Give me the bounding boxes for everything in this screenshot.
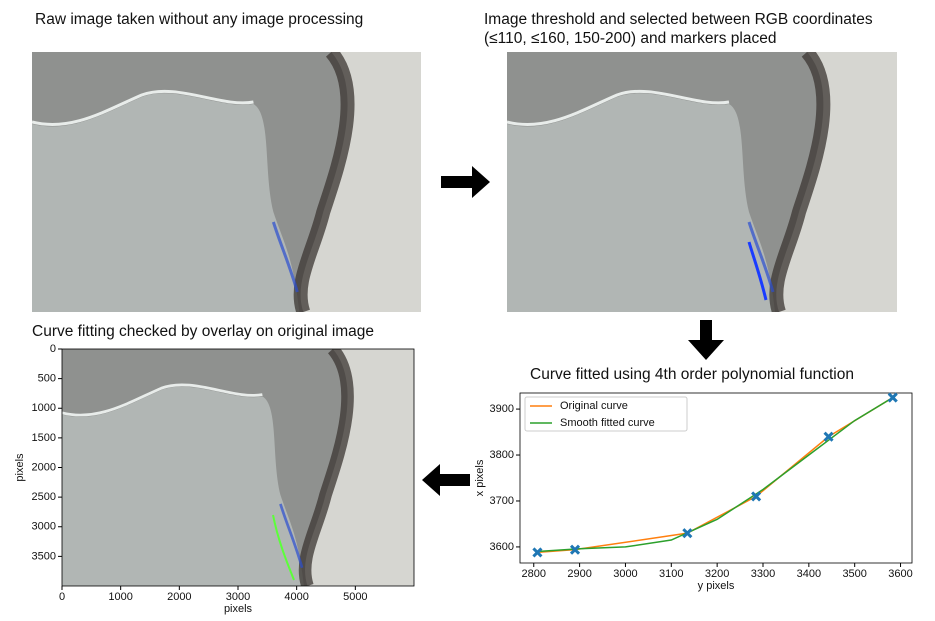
raw-panel: Raw image taken without any image proces… bbox=[32, 11, 421, 312]
panel-title: Image threshold and selected between RGB… bbox=[484, 11, 873, 28]
overlay-image bbox=[62, 349, 414, 586]
x-tick-label: 2000 bbox=[167, 591, 191, 603]
y-tick-label: 500 bbox=[38, 373, 56, 385]
threshold-panel: Image threshold and selected between RGB… bbox=[484, 11, 897, 312]
x-tick-label: 3200 bbox=[705, 568, 729, 580]
x-tick-label: 2900 bbox=[567, 568, 591, 580]
x-tick-label: 3400 bbox=[797, 568, 821, 580]
y-tick-label: 2000 bbox=[32, 461, 56, 473]
threshold-image bbox=[507, 52, 897, 312]
x-tick-label: 3300 bbox=[751, 568, 775, 580]
x-tick-label: 3000 bbox=[226, 591, 250, 603]
arrow-left bbox=[422, 464, 470, 496]
panel-title: Curve fitted using 4th order polynomial … bbox=[530, 366, 854, 383]
line-panel: Curve fitted using 4th order polynomial … bbox=[474, 366, 913, 592]
x-axis-label: y pixels bbox=[698, 580, 735, 592]
y-tick-label: 3900 bbox=[490, 403, 514, 415]
y-tick-label: 1500 bbox=[32, 432, 56, 444]
x-axis-label: pixels bbox=[224, 603, 253, 615]
y-axis-label: x pixels bbox=[474, 459, 486, 496]
legend-label: Original curve bbox=[560, 400, 628, 412]
y-tick-label: 3800 bbox=[490, 449, 514, 461]
x-tick-label: 5000 bbox=[343, 591, 367, 603]
x-tick-label: 1000 bbox=[108, 591, 132, 603]
y-tick-label: 3500 bbox=[32, 550, 56, 562]
panel-title: (≤110, ≤160, 150-200) and markers placed bbox=[484, 30, 776, 47]
arrow-right bbox=[441, 166, 490, 198]
y-tick-label: 2500 bbox=[32, 491, 56, 503]
x-tick-label: 4000 bbox=[284, 591, 308, 603]
x-tick-label: 3600 bbox=[888, 568, 912, 580]
x-tick-label: 0 bbox=[59, 591, 65, 603]
y-tick-label: 0 bbox=[50, 343, 56, 355]
x-tick-label: 2800 bbox=[522, 568, 546, 580]
y-tick-label: 1000 bbox=[32, 402, 56, 414]
legend-label: Smooth fitted curve bbox=[560, 417, 655, 429]
y-axis-label: pixels bbox=[14, 453, 26, 482]
x-tick-label: 3500 bbox=[842, 568, 866, 580]
arrow-down bbox=[688, 320, 724, 360]
panel-title: Raw image taken without any image proces… bbox=[35, 11, 363, 28]
x-tick-label: 3000 bbox=[613, 568, 637, 580]
panel-title: Curve fitting checked by overlay on orig… bbox=[32, 323, 374, 340]
y-tick-label: 3000 bbox=[32, 521, 56, 533]
figure: Raw image taken without any image proces… bbox=[0, 0, 935, 616]
y-tick-label: 3700 bbox=[490, 495, 514, 507]
overlay-panel: Curve fitting checked by overlay on orig… bbox=[14, 323, 414, 615]
marker bbox=[889, 394, 897, 402]
raw-image bbox=[32, 52, 421, 312]
y-tick-label: 3600 bbox=[490, 541, 514, 553]
x-tick-label: 3100 bbox=[659, 568, 683, 580]
